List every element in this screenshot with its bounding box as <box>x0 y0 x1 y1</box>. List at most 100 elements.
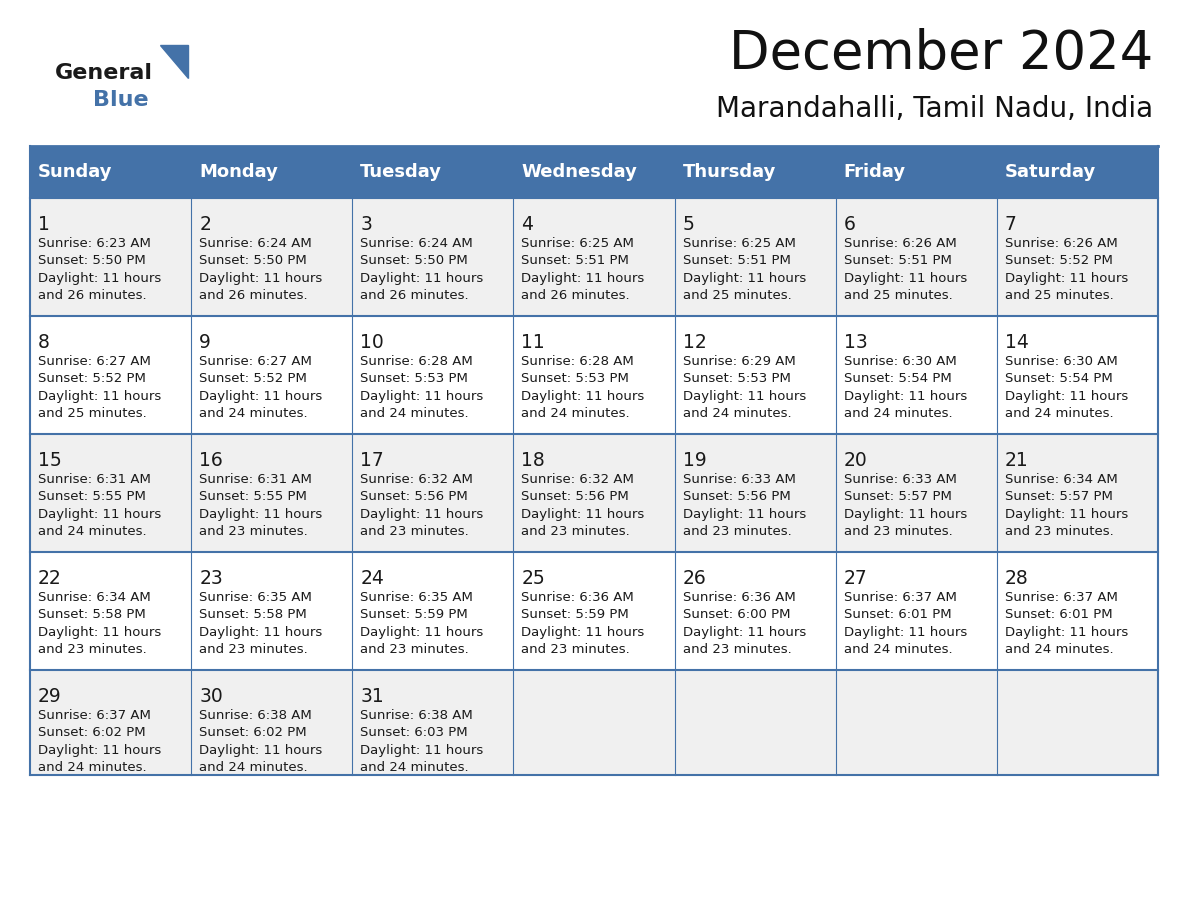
Text: Sunrise: 6:31 AM: Sunrise: 6:31 AM <box>200 473 312 486</box>
Text: Daylight: 11 hours: Daylight: 11 hours <box>200 626 322 639</box>
Text: Marandahalli, Tamil Nadu, India: Marandahalli, Tamil Nadu, India <box>716 95 1154 123</box>
Text: Daylight: 11 hours: Daylight: 11 hours <box>683 508 805 521</box>
Text: and 26 minutes.: and 26 minutes. <box>522 289 630 302</box>
Bar <box>513 146 675 198</box>
Text: 21: 21 <box>1005 451 1029 470</box>
Text: Sunrise: 6:38 AM: Sunrise: 6:38 AM <box>200 709 312 722</box>
Text: Sunrise: 6:35 AM: Sunrise: 6:35 AM <box>200 591 312 604</box>
Text: Daylight: 11 hours: Daylight: 11 hours <box>1005 626 1129 639</box>
Bar <box>675 552 835 670</box>
Text: and 24 minutes.: and 24 minutes. <box>522 408 630 420</box>
Text: Sunset: 6:03 PM: Sunset: 6:03 PM <box>360 726 468 739</box>
Text: Sunrise: 6:32 AM: Sunrise: 6:32 AM <box>522 473 634 486</box>
Bar <box>191 434 353 552</box>
Text: Sunrise: 6:29 AM: Sunrise: 6:29 AM <box>683 355 796 368</box>
Text: Sunset: 5:55 PM: Sunset: 5:55 PM <box>38 490 146 503</box>
Text: Thursday: Thursday <box>683 163 776 181</box>
Text: Sunset: 5:55 PM: Sunset: 5:55 PM <box>200 490 307 503</box>
Text: Sunset: 5:50 PM: Sunset: 5:50 PM <box>200 254 307 267</box>
Text: Sunset: 5:53 PM: Sunset: 5:53 PM <box>683 373 790 386</box>
Text: December 2024: December 2024 <box>728 28 1154 80</box>
Text: and 24 minutes.: and 24 minutes. <box>38 525 146 538</box>
Text: General: General <box>55 63 153 83</box>
Bar <box>30 552 191 670</box>
Text: and 23 minutes.: and 23 minutes. <box>200 644 308 656</box>
Text: 14: 14 <box>1005 333 1029 352</box>
Text: Sunrise: 6:24 AM: Sunrise: 6:24 AM <box>200 237 312 250</box>
Text: 3: 3 <box>360 215 372 234</box>
Text: Sunrise: 6:25 AM: Sunrise: 6:25 AM <box>522 237 634 250</box>
Text: and 23 minutes.: and 23 minutes. <box>683 525 791 538</box>
Text: Sunset: 6:02 PM: Sunset: 6:02 PM <box>200 726 307 739</box>
Text: Friday: Friday <box>843 163 906 181</box>
Text: Sunset: 5:57 PM: Sunset: 5:57 PM <box>1005 490 1113 503</box>
Text: 13: 13 <box>843 333 867 352</box>
Text: 5: 5 <box>683 215 695 234</box>
Text: and 25 minutes.: and 25 minutes. <box>683 289 791 302</box>
Bar <box>513 316 675 434</box>
Text: Daylight: 11 hours: Daylight: 11 hours <box>360 390 484 403</box>
Text: Daylight: 11 hours: Daylight: 11 hours <box>522 508 645 521</box>
Text: Sunset: 5:54 PM: Sunset: 5:54 PM <box>843 373 952 386</box>
Text: Sunset: 5:58 PM: Sunset: 5:58 PM <box>200 609 307 621</box>
Text: 16: 16 <box>200 451 223 470</box>
Text: 26: 26 <box>683 569 707 588</box>
Text: 30: 30 <box>200 687 223 706</box>
Text: and 23 minutes.: and 23 minutes. <box>1005 525 1113 538</box>
Text: Sunrise: 6:33 AM: Sunrise: 6:33 AM <box>683 473 796 486</box>
Text: Sunrise: 6:23 AM: Sunrise: 6:23 AM <box>38 237 151 250</box>
Text: 22: 22 <box>38 569 62 588</box>
Text: 2: 2 <box>200 215 211 234</box>
Text: and 23 minutes.: and 23 minutes. <box>360 644 469 656</box>
Text: Daylight: 11 hours: Daylight: 11 hours <box>200 508 322 521</box>
Text: Sunrise: 6:30 AM: Sunrise: 6:30 AM <box>843 355 956 368</box>
Text: and 24 minutes.: and 24 minutes. <box>1005 644 1113 656</box>
Text: Daylight: 11 hours: Daylight: 11 hours <box>200 744 322 756</box>
Bar <box>675 146 835 198</box>
Text: and 24 minutes.: and 24 minutes. <box>843 644 953 656</box>
Text: and 24 minutes.: and 24 minutes. <box>200 408 308 420</box>
Text: 9: 9 <box>200 333 211 352</box>
Text: Daylight: 11 hours: Daylight: 11 hours <box>360 272 484 285</box>
Text: and 23 minutes.: and 23 minutes. <box>522 644 631 656</box>
Text: Daylight: 11 hours: Daylight: 11 hours <box>1005 272 1129 285</box>
Polygon shape <box>160 45 188 78</box>
Text: Saturday: Saturday <box>1005 163 1097 181</box>
Text: 1: 1 <box>38 215 50 234</box>
Bar <box>30 146 191 198</box>
Bar <box>997 552 1158 670</box>
Text: Sunset: 5:53 PM: Sunset: 5:53 PM <box>522 373 630 386</box>
Text: Daylight: 11 hours: Daylight: 11 hours <box>843 508 967 521</box>
Text: Sunset: 5:56 PM: Sunset: 5:56 PM <box>522 490 630 503</box>
Text: Blue: Blue <box>93 90 148 110</box>
Bar <box>353 670 513 775</box>
Text: Sunrise: 6:28 AM: Sunrise: 6:28 AM <box>522 355 634 368</box>
Text: 24: 24 <box>360 569 384 588</box>
Text: 17: 17 <box>360 451 384 470</box>
Text: Tuesday: Tuesday <box>360 163 442 181</box>
Text: Daylight: 11 hours: Daylight: 11 hours <box>522 390 645 403</box>
Text: Sunset: 5:53 PM: Sunset: 5:53 PM <box>360 373 468 386</box>
Text: 18: 18 <box>522 451 545 470</box>
Text: Sunrise: 6:30 AM: Sunrise: 6:30 AM <box>1005 355 1118 368</box>
Text: Sunset: 6:01 PM: Sunset: 6:01 PM <box>1005 609 1112 621</box>
Text: and 23 minutes.: and 23 minutes. <box>200 525 308 538</box>
Text: 15: 15 <box>38 451 62 470</box>
Bar <box>353 198 513 316</box>
Bar <box>353 316 513 434</box>
Text: Sunrise: 6:28 AM: Sunrise: 6:28 AM <box>360 355 473 368</box>
Bar <box>675 434 835 552</box>
Bar <box>353 434 513 552</box>
Bar <box>513 198 675 316</box>
Text: Daylight: 11 hours: Daylight: 11 hours <box>1005 508 1129 521</box>
Bar <box>513 670 675 775</box>
Text: Daylight: 11 hours: Daylight: 11 hours <box>1005 390 1129 403</box>
Text: Daylight: 11 hours: Daylight: 11 hours <box>38 744 162 756</box>
Text: and 25 minutes.: and 25 minutes. <box>38 408 147 420</box>
Text: Sunrise: 6:32 AM: Sunrise: 6:32 AM <box>360 473 473 486</box>
Text: Sunrise: 6:27 AM: Sunrise: 6:27 AM <box>200 355 312 368</box>
Bar <box>191 316 353 434</box>
Bar <box>191 198 353 316</box>
Text: and 26 minutes.: and 26 minutes. <box>200 289 308 302</box>
Text: and 24 minutes.: and 24 minutes. <box>360 408 469 420</box>
